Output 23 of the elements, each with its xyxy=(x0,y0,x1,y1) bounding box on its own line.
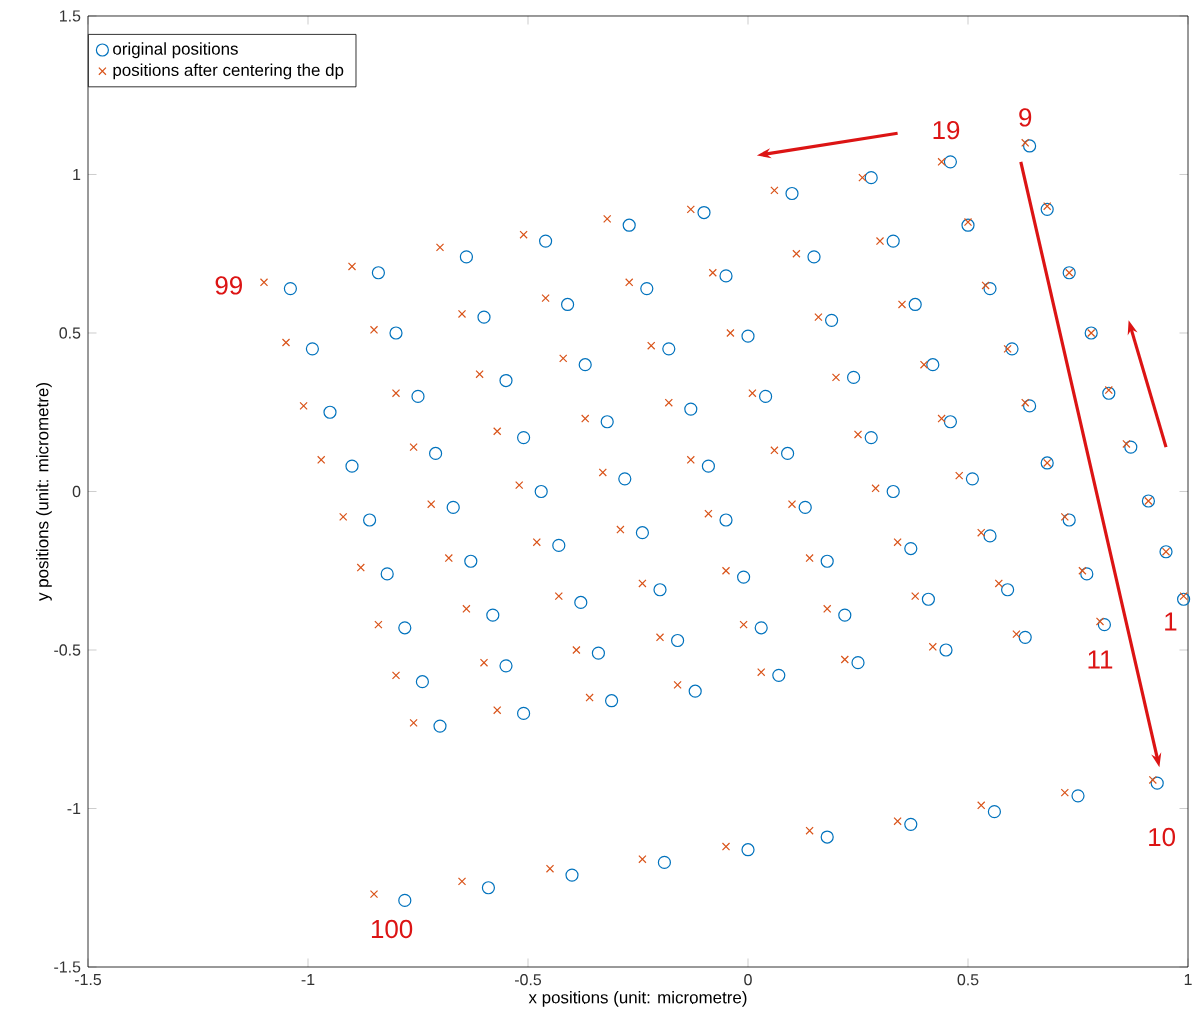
y-tick-label: 1.5 xyxy=(60,10,81,22)
y-tick-label: -1 xyxy=(67,803,81,814)
y-tick-label: 0 xyxy=(72,485,81,498)
legend-label: positions after centering the dp xyxy=(113,63,344,80)
y-axis-title: y positions (unit: micrometre) xyxy=(36,383,52,601)
x-tick-label: 0.5 xyxy=(957,974,979,986)
annotation: 9 xyxy=(1019,108,1032,127)
x-tick-label: -1 xyxy=(301,974,315,986)
x-tick-label: -0.5 xyxy=(514,974,542,986)
y-tick-label: -0.5 xyxy=(54,644,81,656)
y-tick-label: 1 xyxy=(73,169,81,180)
x-axis-title: x positions (unit: micrometre) xyxy=(528,991,747,1007)
y-tick-label: -1.5 xyxy=(54,961,81,973)
annotation: 100 xyxy=(371,919,413,939)
y-tick-label: 0.5 xyxy=(59,327,81,339)
legend-label: original positions xyxy=(113,42,238,59)
annotation: 19 xyxy=(933,120,960,140)
annotation: 10 xyxy=(1149,827,1176,847)
annotation: 99 xyxy=(215,276,242,295)
x-tick-label: 1 xyxy=(1184,974,1192,986)
x-tick-label: 0 xyxy=(744,974,752,986)
annotation: 1 xyxy=(1165,612,1177,631)
annotation: 11 xyxy=(1088,650,1113,669)
